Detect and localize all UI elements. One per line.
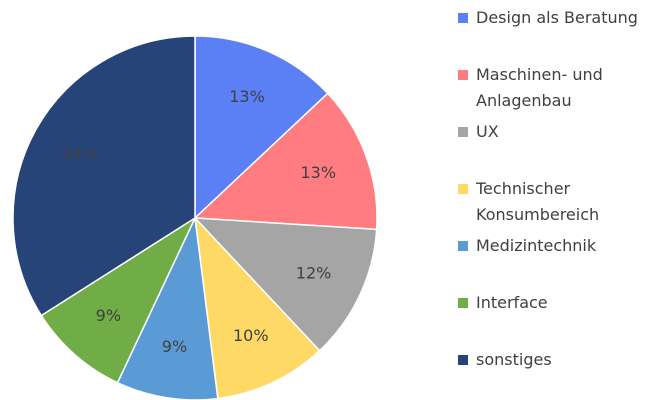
legend-label: Maschinen- und Anlagenbau — [476, 65, 603, 110]
legend-label: Technischer Konsumbereich — [476, 179, 600, 224]
pie-slice — [193, 215, 321, 400]
legend-item: Design als Beratung — [458, 5, 648, 31]
legend-swatch — [458, 241, 468, 251]
data-label: 34% — [62, 144, 98, 163]
legend-item: Interface — [458, 290, 648, 316]
legend-item: UX — [458, 119, 648, 145]
pie-slice — [194, 35, 329, 220]
legend-swatch — [458, 70, 468, 80]
legend-item: Maschinen- und Anlagenbau — [458, 62, 648, 114]
legend-swatch — [458, 298, 468, 308]
legend-item: Medizintechnik — [458, 233, 648, 259]
data-label: 9% — [96, 306, 121, 325]
legend-swatch — [458, 13, 468, 23]
legend-label: Design als Beratung — [476, 8, 638, 27]
pie-slice — [12, 35, 196, 317]
pie-slice — [193, 217, 378, 352]
legend-label: UX — [476, 122, 499, 141]
data-label: 10% — [233, 326, 269, 345]
legend-item: Technischer Konsumbereich — [458, 176, 648, 228]
legend-label: sonstiges — [476, 350, 552, 369]
legend-label: Medizintechnik — [476, 236, 597, 255]
data-label: 9% — [162, 337, 187, 356]
data-label: 13% — [301, 163, 337, 182]
data-label: 12% — [296, 263, 332, 282]
legend-label: Interface — [476, 293, 548, 312]
legend-swatch — [458, 184, 468, 194]
pie-slice — [40, 215, 197, 384]
legend-item: sonstiges — [458, 347, 648, 373]
pie-slice — [116, 215, 219, 400]
legend-swatch — [458, 127, 468, 137]
legend-swatch — [458, 355, 468, 365]
pie-slice — [193, 92, 378, 231]
data-label: 13% — [229, 87, 265, 106]
